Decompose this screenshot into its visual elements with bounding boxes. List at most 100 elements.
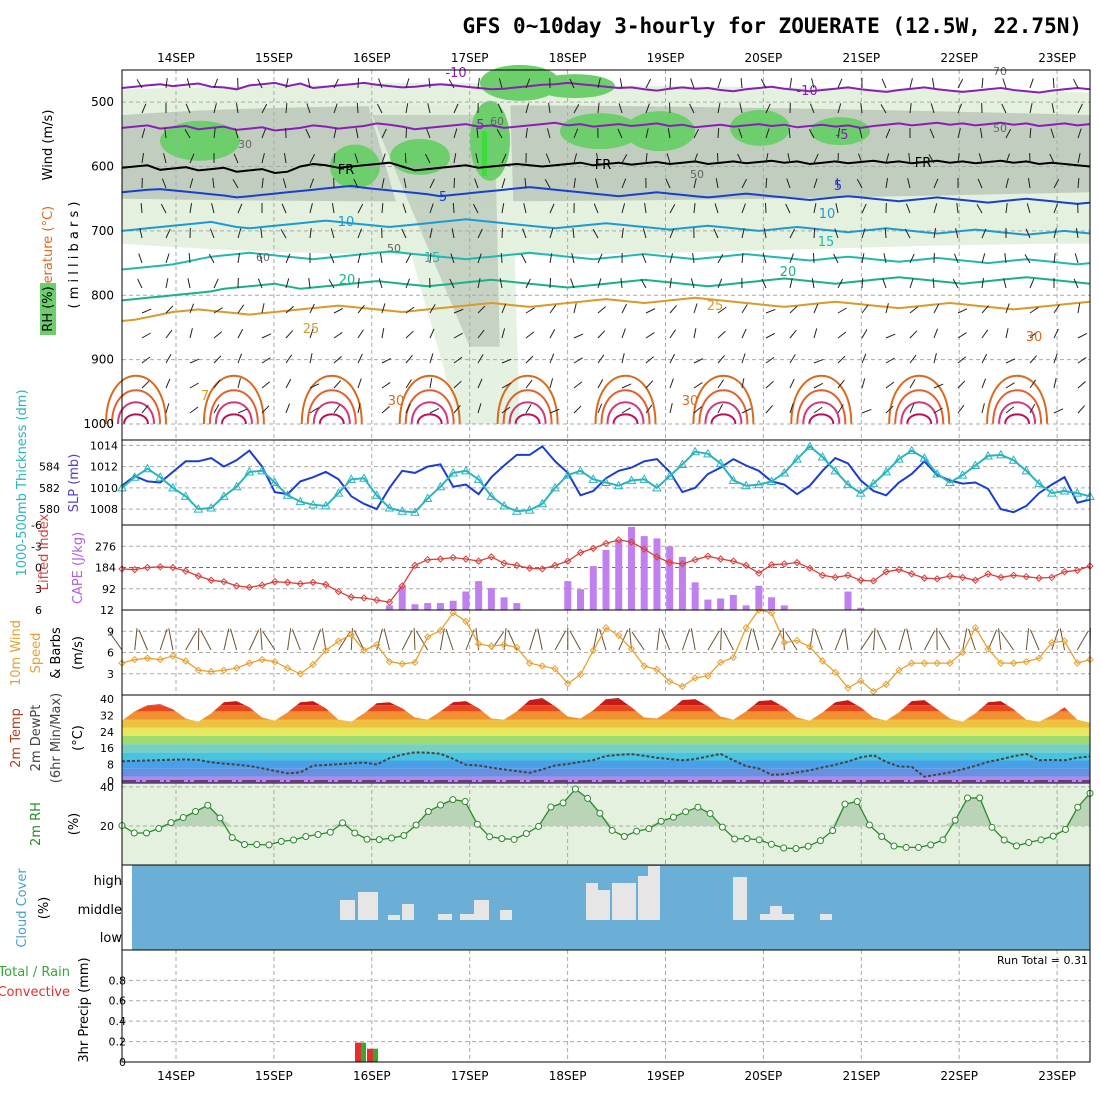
wind-speed-point [296, 670, 305, 678]
rh-point [804, 842, 812, 850]
wind-barb [1077, 128, 1082, 139]
isotherm [121, 296, 1091, 322]
wind-barb [765, 153, 769, 164]
wind-barb [789, 78, 793, 89]
wind-barb [331, 203, 335, 214]
warm-cell-contour [508, 401, 547, 425]
wind-barb [545, 153, 551, 164]
wind-barb [184, 129, 191, 139]
surface-wind-barb [108, 631, 123, 651]
lifted-index-point [347, 593, 355, 601]
surface-wind-barb [860, 631, 874, 651]
cape-axis-label: CAPE (J/kg) [71, 532, 86, 604]
wind-barb [261, 381, 271, 389]
surface-wind-barb [230, 628, 238, 651]
wind-barb [571, 253, 575, 264]
rh-point [253, 841, 261, 848]
wind-barb [357, 203, 364, 214]
wind-barb [261, 333, 272, 339]
temp-band [122, 711, 1090, 720]
thickness-point [219, 491, 229, 500]
wind-barb [665, 178, 671, 189]
wind-barb [381, 153, 386, 164]
cloud-block [648, 903, 660, 920]
wind-barb [381, 178, 385, 189]
wind-barb [692, 253, 695, 264]
wind-barb [741, 408, 752, 414]
wind-barb [285, 403, 291, 414]
warm-cell-contour [111, 389, 161, 425]
surface-wind-barb [782, 628, 785, 651]
wind-barb [141, 153, 145, 164]
isotherm [121, 81, 1091, 94]
cape-tick: 92 [102, 583, 116, 596]
lifted-index-point [1048, 573, 1056, 582]
thickness-point [206, 502, 217, 512]
wind-barb [381, 328, 385, 339]
wind-barb [618, 103, 623, 114]
wind-barb [981, 305, 990, 314]
contour-label: 60 [490, 115, 504, 128]
thickness-point [945, 477, 955, 486]
wind-barb [885, 333, 896, 339]
wind-barb [813, 358, 824, 364]
wind-barb [405, 278, 411, 289]
surface-wind-barb [223, 628, 230, 651]
wind-barb [453, 356, 463, 364]
wind-barb [1005, 382, 1015, 389]
date-label-bottom: 17SEP [451, 1069, 489, 1083]
thickness-point [932, 468, 943, 478]
wind-barb [328, 279, 335, 289]
contour-label: 50 [993, 122, 1007, 135]
wind-barb [139, 228, 143, 239]
thickness-point [817, 451, 828, 461]
lifted-index-point [742, 561, 750, 570]
lifted-index-point [615, 536, 623, 544]
wind-barb [669, 305, 677, 314]
li-tick: 6 [35, 604, 42, 617]
wind-barb [357, 278, 360, 289]
wind-barb [330, 228, 335, 239]
wind-barb [521, 253, 527, 264]
precip-total-bar [361, 1042, 366, 1062]
cape-bar [755, 585, 763, 610]
wind-speed-point [207, 667, 215, 676]
thickness-point [486, 491, 497, 500]
wind-barb [525, 307, 535, 314]
lifted-index-point [882, 568, 890, 576]
run-total: Run Total = 0.31 [997, 954, 1088, 967]
wind-tick: 9 [107, 625, 114, 638]
thickness-point [1034, 478, 1044, 488]
wind-barb [979, 128, 983, 139]
lifted-index-point [564, 557, 572, 565]
wind-barb [909, 403, 915, 414]
rh-point [829, 827, 837, 835]
wind-barb [165, 228, 171, 239]
thickness-point [537, 498, 548, 508]
wind-barb [717, 127, 720, 139]
wind-barb [573, 153, 578, 164]
thickness-point [333, 488, 344, 497]
thickness-point [448, 467, 459, 477]
wind-barb [1025, 228, 1031, 239]
wind-barb [429, 378, 433, 389]
wind-barb [1027, 178, 1031, 189]
lifted-index-point [806, 564, 814, 572]
thickness-point [613, 480, 624, 490]
wind-barb [1005, 153, 1011, 164]
wind-barb [525, 128, 528, 139]
wind-barb [621, 328, 626, 339]
wind-barb [549, 329, 556, 339]
thickness-point [843, 479, 853, 489]
thickness-point [308, 499, 318, 509]
wind-barb [667, 128, 671, 139]
wind-speed-point [156, 655, 164, 664]
wind-barb [762, 253, 767, 264]
warm-cell-contour [906, 413, 933, 425]
wind-barb [573, 405, 582, 414]
slp-tick: 1010 [90, 482, 118, 495]
wind-speed-point [1060, 637, 1069, 645]
rh-green-blob [730, 109, 790, 146]
wind-barb [597, 253, 603, 264]
rh-point [1037, 836, 1045, 844]
